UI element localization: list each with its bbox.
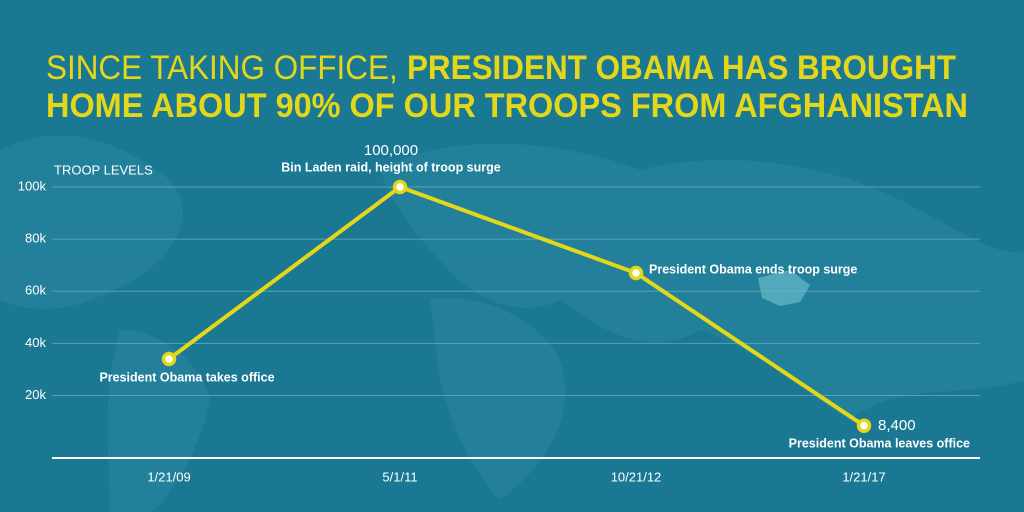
data-point xyxy=(161,351,177,367)
data-point xyxy=(628,265,644,281)
value-label: 100,000 xyxy=(364,142,418,159)
x-tick-label: 5/1/11 xyxy=(382,469,417,484)
annotation: President Obama ends troop surge xyxy=(649,262,857,276)
annotation: President Obama takes office xyxy=(99,370,274,384)
x-tick-label: 10/21/12 xyxy=(611,469,662,484)
title-lead: SINCE TAKING OFFICE, xyxy=(46,49,398,87)
y-tick-label: 100k xyxy=(18,178,47,193)
y-tick-label: 20k xyxy=(25,387,46,402)
value-label: 8,400 xyxy=(878,417,916,434)
x-tick-label: 1/21/09 xyxy=(147,469,190,484)
y-tick-label: 80k xyxy=(25,231,46,246)
y-axis-label: TROOP LEVELS xyxy=(54,162,153,177)
x-tick-label: 1/21/17 xyxy=(842,469,885,484)
map-background xyxy=(0,135,1024,512)
afghanistan-highlight xyxy=(758,270,810,306)
title-line: PRESIDENT OBAMA HAS BROUGHT xyxy=(407,49,956,87)
annotation: President Obama leaves office xyxy=(789,436,970,450)
chart-title: SINCE TAKING OFFICE,PRESIDENT OBAMA HAS … xyxy=(46,49,956,87)
data-point xyxy=(856,418,872,433)
y-tick-label: 40k xyxy=(25,335,46,350)
y-tick-label: 60k xyxy=(25,283,46,298)
title-line: HOME ABOUT 90% OF OUR TROOPS FROM AFGHAN… xyxy=(46,87,968,125)
data-line xyxy=(167,185,866,428)
data-point xyxy=(392,179,408,195)
annotation: Bin Laden raid, height of troop surge xyxy=(281,160,500,174)
